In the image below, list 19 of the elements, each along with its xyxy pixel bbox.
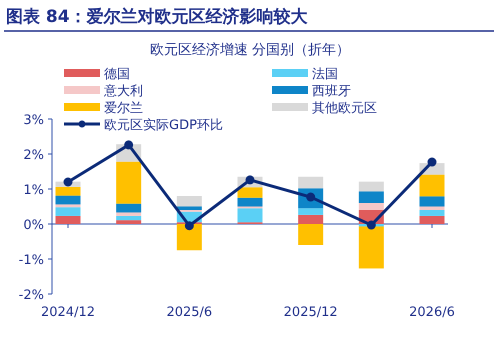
- chart-title: 图表 84：爱尔兰对欧元区经济影响较大: [6, 7, 309, 27]
- x-tick-label: 2024/12: [40, 305, 96, 320]
- x-tick-label: 2025/6: [166, 305, 212, 320]
- legend-label: 意大利: [103, 84, 143, 99]
- y-tick-label: 0%: [23, 218, 44, 233]
- y-tick-label: 2%: [23, 148, 44, 163]
- chart-subtitle: 欧元区经济增速 分国别（折年）: [150, 42, 350, 58]
- y-tick-label: 1%: [23, 183, 44, 198]
- y-tick-label: -1%: [18, 253, 44, 268]
- legend-label: 爱尔兰: [104, 101, 143, 116]
- y-tick-label: 3%: [23, 113, 44, 128]
- legend-label: 法国: [312, 67, 338, 82]
- x-tick-label: 2026/6: [409, 305, 455, 320]
- y-tick-label: -2%: [18, 288, 44, 303]
- x-tick-label: 2025/12: [284, 305, 338, 320]
- legend-label: 其他欧元区: [312, 101, 377, 116]
- legend-label: 欧元区实际GDP环比: [104, 118, 223, 133]
- legend-label: 西班牙: [312, 84, 351, 99]
- legend-label: 德国: [104, 67, 130, 82]
